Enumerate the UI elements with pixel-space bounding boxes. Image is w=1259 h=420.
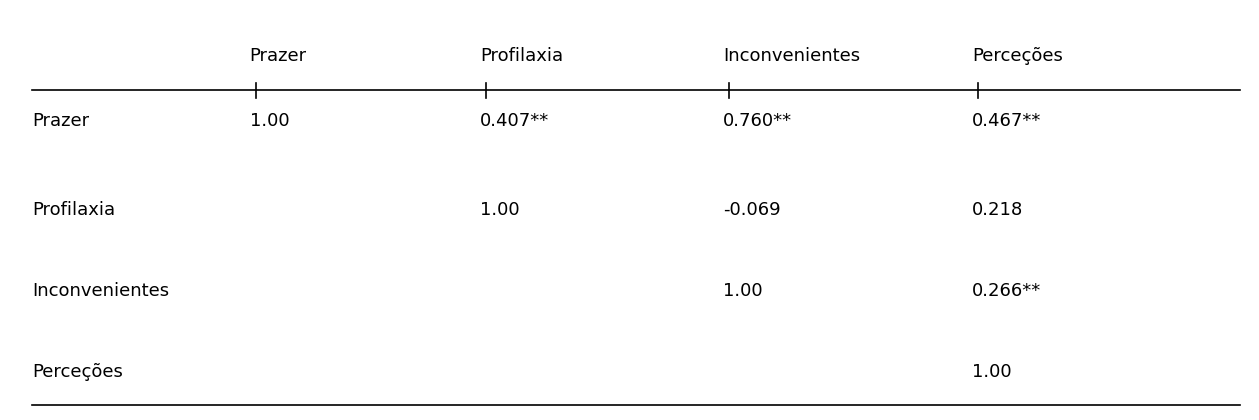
Text: 0.266**: 0.266** [972,282,1041,300]
Text: 0.467**: 0.467** [972,112,1041,130]
Text: 1.00: 1.00 [249,112,290,130]
Text: Perceções: Perceções [972,47,1063,65]
Text: Prazer: Prazer [249,47,307,65]
Text: Inconvenientes: Inconvenientes [723,47,860,65]
Text: 0.218: 0.218 [972,201,1024,219]
Text: Profilaxia: Profilaxia [480,47,563,65]
Text: -0.069: -0.069 [723,201,781,219]
Text: Inconvenientes: Inconvenientes [31,282,169,300]
Text: 1.00: 1.00 [972,363,1011,381]
Text: 0.407**: 0.407** [480,112,549,130]
Text: Profilaxia: Profilaxia [31,201,115,219]
Text: 1.00: 1.00 [480,201,520,219]
Text: Prazer: Prazer [31,112,89,130]
Text: Perceções: Perceções [31,363,122,381]
Text: 1.00: 1.00 [723,282,763,300]
Text: 0.760**: 0.760** [723,112,792,130]
